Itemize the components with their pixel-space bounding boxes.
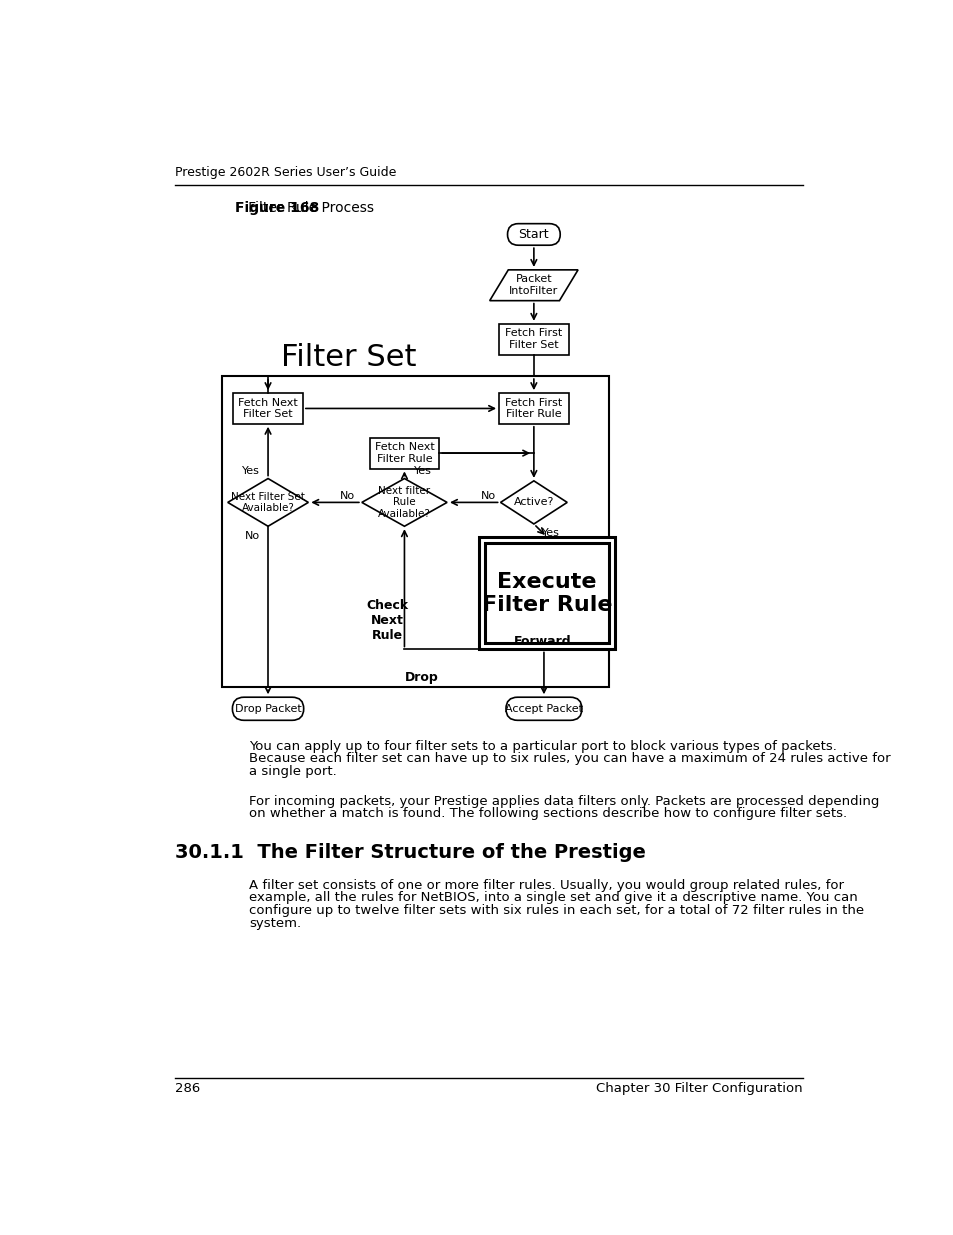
Text: Because each filter set can have up to six rules, you can have a maximum of 24 r: Because each filter set can have up to s… [249,752,890,766]
FancyBboxPatch shape [233,698,303,720]
Text: Execute
Filter Rule: Execute Filter Rule [481,572,612,615]
Text: 30.1.1  The Filter Structure of the Prestige: 30.1.1 The Filter Structure of the Prest… [174,844,645,862]
Text: on whether a match is found. The following sections describe how to configure fi: on whether a match is found. The followi… [249,808,846,820]
Polygon shape [498,393,568,424]
Text: Yes: Yes [242,466,260,475]
Text: No: No [245,531,260,541]
Text: Drop Packet: Drop Packet [234,704,301,714]
Polygon shape [369,437,439,468]
Text: Chapter 30 Filter Configuration: Chapter 30 Filter Configuration [596,1082,802,1095]
Text: Filter Rule Process: Filter Rule Process [235,201,375,215]
Text: configure up to twelve filter sets with six rules in each set, for a total of 72: configure up to twelve filter sets with … [249,904,863,916]
Polygon shape [233,393,303,424]
Text: 286: 286 [174,1082,200,1095]
Text: Yes: Yes [541,529,558,538]
Text: Fetch Next
Filter Rule: Fetch Next Filter Rule [375,442,434,464]
Polygon shape [489,270,578,300]
Text: Next Filter Set
Available?: Next Filter Set Available? [231,492,305,514]
Text: Active?: Active? [513,498,554,508]
Text: Forward: Forward [513,635,571,648]
Text: Yes: Yes [414,466,431,475]
Text: Next filter
Rule
Available?: Next filter Rule Available? [377,485,431,519]
Text: A filter set consists of one or more filter rules. Usually, you would group rela: A filter set consists of one or more fil… [249,878,843,892]
Polygon shape [478,537,615,650]
FancyBboxPatch shape [507,224,559,246]
FancyBboxPatch shape [505,698,581,720]
Text: Drop: Drop [404,672,438,684]
Polygon shape [498,324,568,354]
Text: Fetch First
Filter Set: Fetch First Filter Set [505,329,562,350]
Polygon shape [361,478,447,526]
Text: Start: Start [518,228,549,241]
Text: Prestige 2602R Series User’s Guide: Prestige 2602R Series User’s Guide [174,167,396,179]
Text: For incoming packets, your Prestige applies data filters only. Packets are proce: For incoming packets, your Prestige appl… [249,794,879,808]
Text: Figure 168: Figure 168 [235,201,319,215]
Text: Accept Packet: Accept Packet [504,704,582,714]
Text: Filter Set: Filter Set [280,343,416,372]
Text: a single port.: a single port. [249,764,336,778]
Text: Fetch First
Filter Rule: Fetch First Filter Rule [505,398,562,419]
Text: example, all the rules for NetBIOS, into a single set and give it a descriptive : example, all the rules for NetBIOS, into… [249,892,858,904]
Text: Packet
IntoFilter: Packet IntoFilter [509,274,558,296]
Polygon shape [228,478,308,526]
Text: system.: system. [249,916,301,930]
Polygon shape [221,377,608,687]
Text: Check
Next
Rule: Check Next Rule [366,599,408,642]
Text: No: No [481,492,496,501]
Text: You can apply up to four filter sets to a particular port to block various types: You can apply up to four filter sets to … [249,740,837,752]
Text: No: No [340,492,355,501]
Text: Fetch Next
Filter Set: Fetch Next Filter Set [238,398,297,419]
Polygon shape [484,543,608,643]
Polygon shape [500,480,567,524]
